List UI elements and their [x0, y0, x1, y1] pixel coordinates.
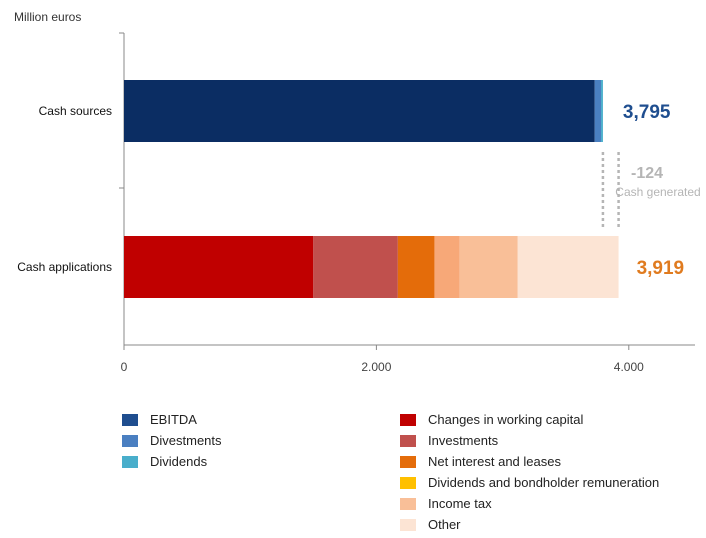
x-tick-label: 2.000: [361, 360, 391, 374]
legend-swatch: [400, 519, 416, 531]
total-label: 3,795: [623, 102, 671, 123]
category-label: Cash applications: [17, 260, 112, 274]
bar-segment: [460, 236, 518, 298]
stacked-bar-chart: 0 2.000 4.000 Cash sources Cash applications…: [0, 0, 706, 390]
bar-segment: [434, 236, 459, 298]
legend-swatch: [400, 477, 416, 489]
legend-label: Dividends and bondholder remuneration: [428, 475, 659, 491]
legend-label: Income tax: [428, 496, 492, 512]
bar-segment: [313, 236, 398, 298]
legend-swatch: [122, 456, 138, 468]
legend-label: Other: [428, 517, 461, 533]
legend-label: Investments: [428, 433, 498, 449]
legend-swatch: [122, 435, 138, 447]
legend-swatch: [400, 435, 416, 447]
cash-generated-value: -124: [631, 165, 663, 182]
bar-segment: [601, 80, 603, 142]
x-tick-label: 0: [121, 360, 128, 374]
bar-segment: [518, 236, 619, 298]
bar-segment: [124, 80, 595, 142]
legend-label: Net interest and leases: [428, 454, 561, 470]
legend-label: Dividends: [150, 454, 207, 470]
legend-swatch: [400, 456, 416, 468]
bar-segment: [595, 80, 601, 142]
x-tick-label: 4.000: [614, 360, 644, 374]
bar-segment: [398, 236, 435, 298]
bar-segment: [124, 236, 313, 298]
legend-swatch: [122, 414, 138, 426]
legend-swatch: [400, 414, 416, 426]
legend-label: Divestments: [150, 433, 222, 449]
legend-swatch: [400, 498, 416, 510]
cash-generated-label: Cash generated: [615, 185, 700, 199]
category-label: Cash sources: [39, 104, 112, 118]
legend-label: EBITDA: [150, 412, 197, 428]
total-label: 3,919: [637, 258, 685, 279]
legend-label: Changes in working capital: [428, 412, 583, 428]
